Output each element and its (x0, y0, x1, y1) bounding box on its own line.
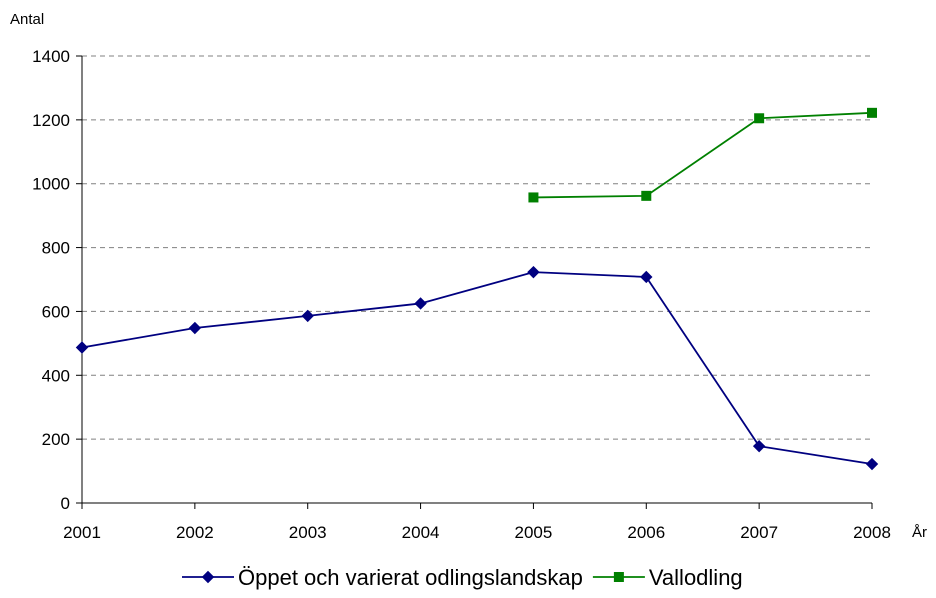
data-point (641, 190, 652, 201)
x-tick-label: 2008 (853, 523, 891, 542)
y-tick-label: 400 (42, 366, 70, 385)
x-tick-label: 2004 (402, 523, 440, 542)
y-tick-label: 1400 (32, 47, 70, 66)
series (75, 107, 879, 471)
legend-marker (613, 572, 624, 582)
x-tick-label: 2003 (289, 523, 327, 542)
x-tick-label: 2006 (627, 523, 665, 542)
y-axis-title: Antal (10, 11, 44, 28)
series-line (81, 271, 873, 465)
data-point (75, 341, 89, 354)
x-tick-label: 2007 (740, 523, 778, 542)
axes (76, 55, 873, 509)
y-tick-label: 600 (42, 302, 70, 321)
legend-label: Öppet och varierat odlingslandskap (238, 565, 583, 590)
legend: Öppet och varierat odlingslandskap Vallod… (182, 565, 743, 590)
y-tick-label: 0 (61, 494, 70, 513)
data-point (528, 192, 539, 203)
y-tick-label: 200 (42, 430, 70, 449)
data-point (752, 439, 766, 453)
x-tick-labels: 2001 2002 2003 2004 2005 2006 2007 2008 (63, 523, 891, 542)
series-oppet-landskap (75, 265, 879, 471)
x-tick-label: 2005 (515, 523, 553, 542)
data-point (754, 113, 765, 124)
legend-label: Vallodling (649, 565, 743, 590)
y-tick-label: 800 (42, 239, 70, 258)
gridlines (82, 55, 872, 440)
y-tick-label: 1200 (32, 111, 70, 130)
x-tick-label: 2002 (176, 523, 214, 542)
data-point (867, 107, 877, 118)
data-point (865, 457, 879, 471)
legend-item: Vallodling (592, 565, 743, 590)
series-vallodling (528, 107, 877, 203)
y-tick-labels: 0 200 400 600 800 1000 1200 1400 (32, 47, 70, 513)
y-tick-label: 1000 (32, 175, 70, 194)
legend-marker (201, 570, 215, 584)
data-point (188, 321, 202, 335)
legend-item: Öppet och varierat odlingslandskap (182, 565, 583, 590)
data-point (414, 297, 427, 310)
x-axis-title: År (912, 524, 927, 541)
data-point (640, 270, 653, 284)
data-point (301, 309, 314, 323)
x-tick-label: 2001 (63, 523, 101, 542)
data-point (527, 265, 540, 279)
series-line (533, 111, 873, 199)
